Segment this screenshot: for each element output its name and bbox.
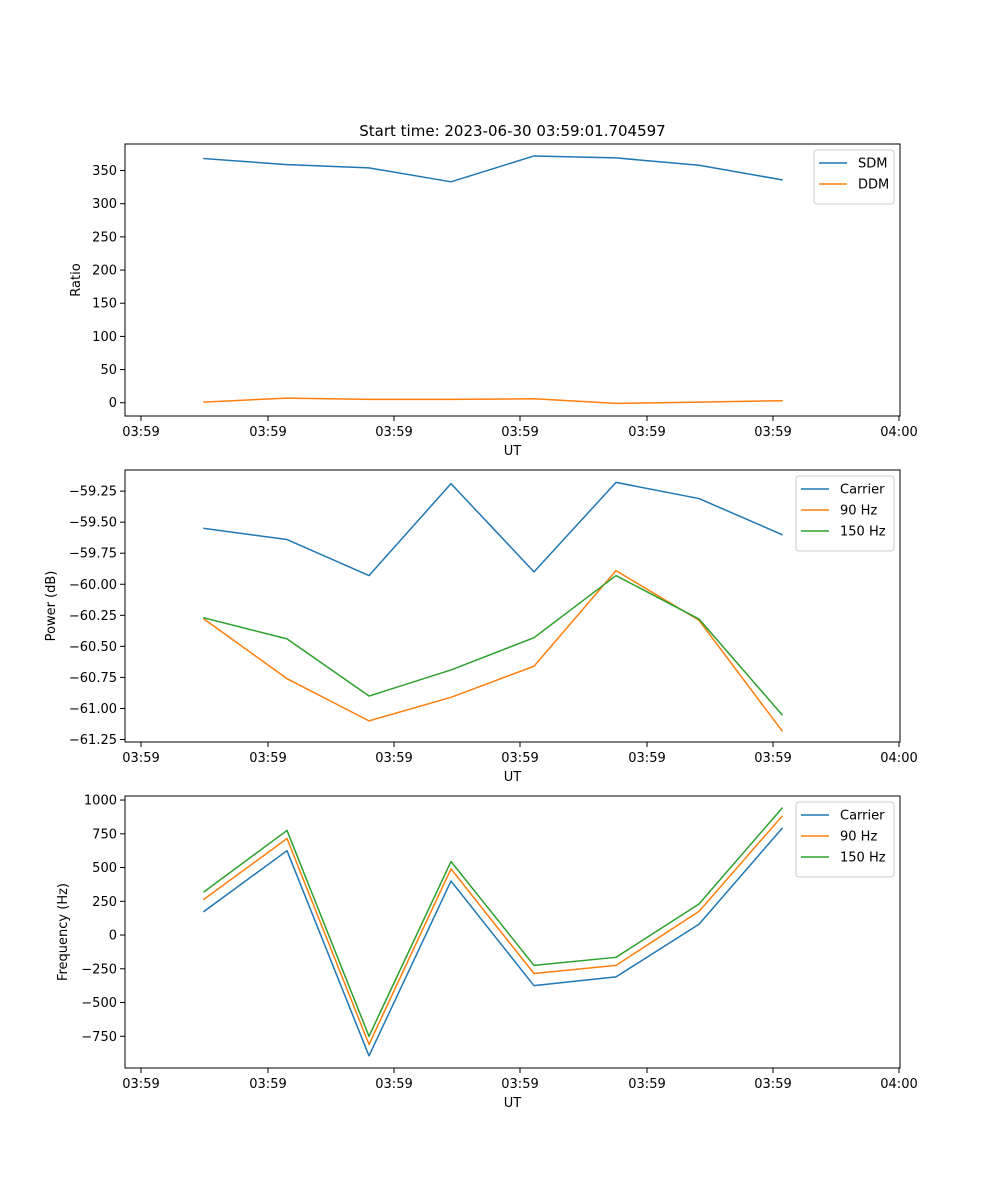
chart-3: 03:59 03:59 03:59 03:59 03:59 03:59 04:00 −750 −…	[56, 794, 918, 1111]
x-tick-label-1-5: 03:59	[628, 425, 665, 440]
x-axis-label-1: UT	[504, 444, 522, 459]
legend-label-2-1: Carrier	[840, 483, 885, 498]
x-tick-label-3-1: 03:59	[122, 1077, 159, 1092]
legend-box-3	[795, 801, 895, 878]
x-tick-label-1-7: 04:00	[880, 425, 917, 440]
y-tick-label-2-8: −59.50	[69, 516, 117, 531]
legend-label-1-2: DDM	[858, 178, 889, 193]
legend-label-2-2: 90 Hz	[840, 504, 877, 519]
series-line-3-3	[202, 807, 784, 1038]
axes-frame-2	[124, 469, 901, 743]
y-tick-label-3-1: −750	[81, 1030, 117, 1045]
y-tick-label-1-8: 350	[92, 164, 117, 179]
x-tick-label-1-2: 03:59	[249, 425, 286, 440]
y-tick-label-2-2: −61.00	[69, 702, 117, 717]
x-tick-label-3-4: 03:59	[501, 1077, 538, 1092]
y-axis-label-3: Frequency (Hz)	[56, 883, 71, 981]
x-tick-label-1-1: 03:59	[122, 425, 159, 440]
x-tick-label-2-7: 04:00	[880, 751, 917, 766]
axes-container: 03:59 03:59 03:59 03:59 03:59 03:59 04:00 0 50 10…	[44, 143, 918, 1111]
y-axis-label-1: Ratio	[69, 263, 84, 296]
y-tick-label-3-4: 0	[109, 929, 117, 944]
x-tick-label-2-1: 03:59	[122, 751, 159, 766]
y-tick-label-3-8: 1000	[84, 794, 117, 809]
y-axis-label-2: Power (dB)	[44, 571, 59, 642]
x-axis-label-3: UT	[504, 1096, 522, 1111]
legend-label-3-1: Carrier	[840, 809, 885, 824]
x-tick-label-3-6: 03:59	[754, 1077, 791, 1092]
y-tick-label-1-5: 200	[92, 264, 117, 279]
series-line-2-1	[203, 481, 783, 577]
x-tick-label-2-5: 03:59	[628, 751, 665, 766]
x-tick-label-2-2: 03:59	[249, 751, 286, 766]
y-tick-label-3-6: 500	[92, 861, 117, 876]
x-tick-label-3-2: 03:59	[249, 1077, 286, 1092]
series-line-3-2	[202, 815, 784, 1046]
legend-label-1-1: SDM	[858, 157, 887, 172]
axes-frame-3	[124, 795, 901, 1069]
legend-3: Carrier 90 Hz 150 Hz	[795, 801, 895, 878]
y-tick-label-2-7: −59.75	[69, 547, 117, 562]
y-tick-label-1-6: 250	[92, 230, 117, 245]
y-tick-label-1-1: 0	[109, 396, 117, 411]
y-tick-label-2-6: −60.00	[69, 578, 117, 593]
y-tick-label-3-2: −500	[81, 996, 117, 1011]
x-tick-label-3-7: 04:00	[880, 1077, 917, 1092]
legend-box-2	[795, 475, 895, 552]
y-tick-label-2-3: −60.75	[69, 671, 117, 686]
x-tick-label-2-4: 03:59	[501, 751, 538, 766]
legend-1: SDM DDM	[813, 149, 895, 205]
y-tick-label-1-3: 100	[92, 330, 117, 345]
legend-label-3-3: 150 Hz	[840, 851, 886, 866]
series-line-1-1	[203, 155, 783, 183]
x-axis-label-2: UT	[504, 770, 522, 785]
legend-label-2-3: 150 Hz	[840, 525, 886, 540]
legend-2: Carrier 90 Hz 150 Hz	[795, 475, 895, 552]
y-tick-label-1-2: 50	[100, 363, 117, 378]
y-tick-label-2-9: −59.25	[69, 485, 117, 500]
y-tick-label-1-4: 150	[92, 297, 117, 312]
chart-1: 03:59 03:59 03:59 03:59 03:59 03:59 04:00 0 50 10…	[69, 143, 918, 459]
y-tick-label-2-5: −60.25	[69, 609, 117, 624]
x-tick-label-3-3: 03:59	[375, 1077, 412, 1092]
x-tick-label-2-3: 03:59	[375, 751, 412, 766]
legend-label-3-2: 90 Hz	[840, 830, 877, 845]
x-tick-label-1-6: 03:59	[754, 425, 791, 440]
x-tick-label-1-4: 03:59	[501, 425, 538, 440]
axes-frame-1	[124, 143, 901, 417]
y-tick-label-3-3: −250	[81, 962, 117, 977]
series-line-1-2	[203, 397, 783, 405]
y-tick-label-2-4: −60.50	[69, 640, 117, 655]
series-line-2-3	[203, 574, 784, 716]
x-tick-label-2-6: 03:59	[754, 751, 791, 766]
y-tick-label-3-5: 250	[92, 895, 117, 910]
y-tick-label-2-1: −61.25	[69, 733, 117, 748]
y-tick-label-3-7: 750	[92, 827, 117, 842]
chart-2: 03:59 03:59 03:59 03:59 03:59 03:59 04:00 −61.2…	[44, 469, 918, 785]
x-tick-label-1-3: 03:59	[375, 425, 412, 440]
y-tick-label-1-7: 300	[92, 197, 117, 212]
figure-title: Start time: 2023-06-30 03:59:01.704597	[359, 122, 665, 140]
x-tick-label-3-5: 03:59	[628, 1077, 665, 1092]
series-line-3-1	[202, 827, 784, 1057]
